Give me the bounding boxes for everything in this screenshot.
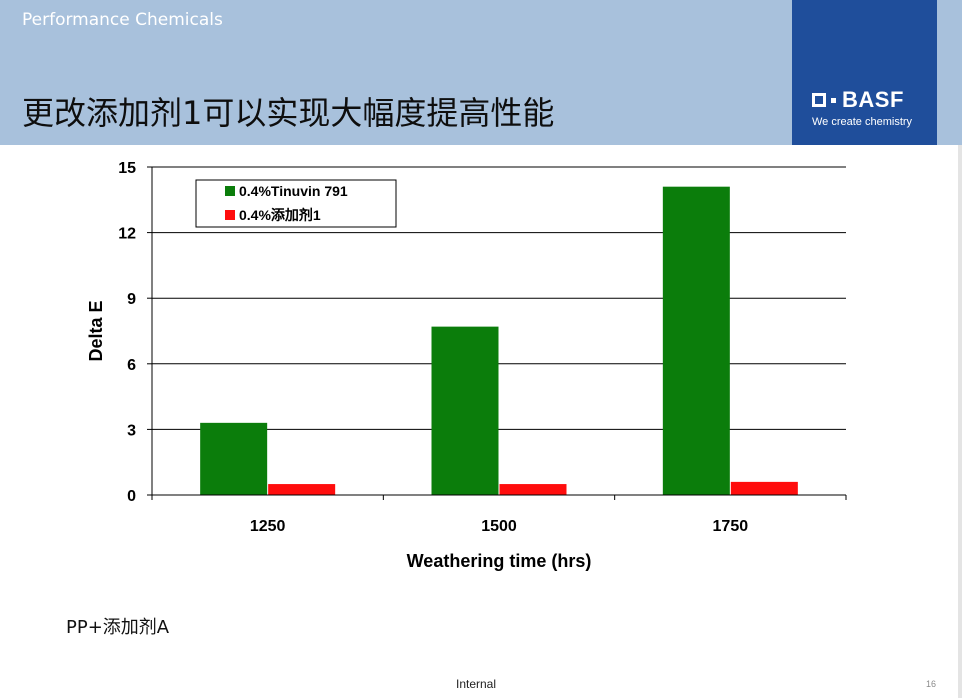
logo-square-icon <box>812 93 826 107</box>
slide-edge <box>958 145 962 698</box>
x-category-label: 1750 <box>713 518 749 535</box>
y-tick-label: 6 <box>127 357 136 374</box>
y-tick-label: 3 <box>127 422 136 439</box>
brand-tagline: We create chemistry <box>812 116 913 128</box>
bar-additive-1250 <box>268 484 336 495</box>
legend-swatch <box>225 210 235 220</box>
note-text: PP+添加剂A <box>66 617 170 638</box>
bar-tinuvin-1500 <box>431 326 499 495</box>
x-category-label: 1500 <box>481 518 517 535</box>
classification-label: Internal <box>456 677 497 691</box>
y-axis-title: Delta E <box>86 300 106 361</box>
y-tick-label: 9 <box>127 291 136 308</box>
bar-additive-1750 <box>730 481 798 495</box>
legend-swatch <box>225 186 235 196</box>
brand-box: BASF We create chemistry <box>792 0 937 145</box>
y-tick-label: 0 <box>127 488 136 505</box>
bar-tinuvin-1250 <box>200 422 268 495</box>
bar-additive-1500 <box>499 484 567 495</box>
slide-title: 更改添加剂1可以实现大幅度提高性能 <box>22 94 555 132</box>
division-label: Performance Chemicals <box>22 10 223 30</box>
x-axis-title: Weathering time (hrs) <box>407 551 592 571</box>
page-number: 16 <box>926 679 937 689</box>
legend-label: 0.4%Tinuvin 791 <box>239 183 348 199</box>
x-category-label: 1250 <box>250 518 286 535</box>
y-tick-label: 12 <box>118 226 136 243</box>
y-tick-label: 15 <box>118 160 136 177</box>
legend-label: 0.4%添加剂1 <box>239 207 321 223</box>
logo-dot-icon <box>831 97 836 103</box>
basf-logo: BASF <box>812 87 904 112</box>
bar-tinuvin-1750 <box>662 186 730 495</box>
brand-name: BASF <box>842 87 904 112</box>
bar-chart: 0 3 6 9 12 15 1250 1500 1750 Weathering time (hrs… <box>86 160 847 571</box>
